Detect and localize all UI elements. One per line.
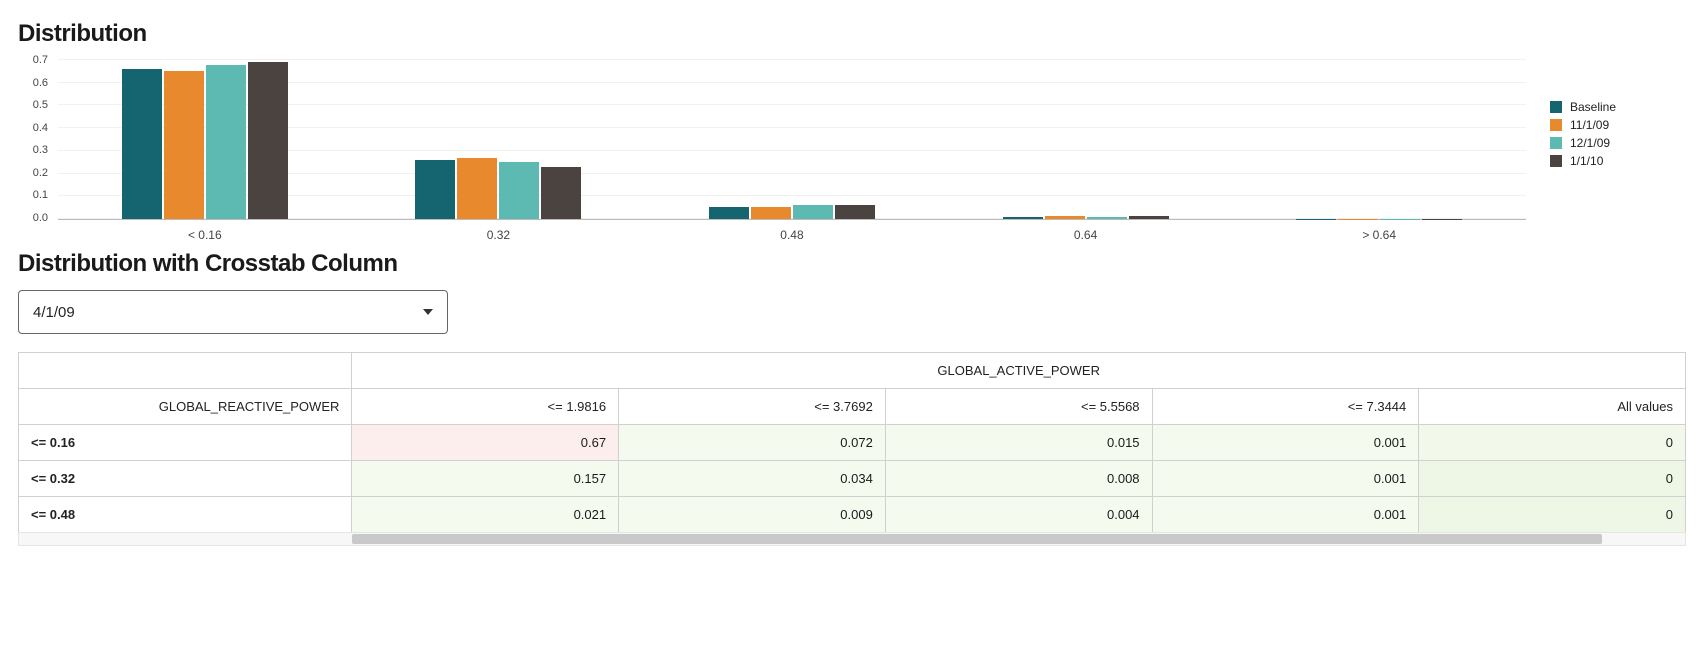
table-cell: 0.072 xyxy=(619,425,886,461)
table-row: <= 0.480.0210.0090.0040.0010 xyxy=(19,497,1686,533)
bar-group xyxy=(1232,60,1526,219)
x-axis: < 0.160.320.480.64> 0.64 xyxy=(58,220,1526,242)
bar[interactable] xyxy=(835,205,875,219)
table-cell: 0.001 xyxy=(1152,425,1419,461)
bar-group xyxy=(352,60,646,219)
bar[interactable] xyxy=(541,167,581,219)
table-cell: 0 xyxy=(1419,461,1686,497)
bar[interactable] xyxy=(206,65,246,219)
distribution-chart: 0.7 0.6 0.5 0.4 0.3 0.2 0.1 0.0 < 0.160.… xyxy=(18,60,1686,242)
bar[interactable] xyxy=(164,71,204,219)
legend-swatch-icon xyxy=(1550,101,1562,113)
bar[interactable] xyxy=(499,162,539,219)
legend-label: 12/1/09 xyxy=(1570,136,1610,150)
column-header[interactable]: <= 3.7692 xyxy=(619,389,886,425)
column-header[interactable]: All values xyxy=(1419,389,1686,425)
table-cell: 0.004 xyxy=(885,497,1152,533)
crosstab-heading: Distribution with Crosstab Column xyxy=(18,250,1686,278)
corner-cell xyxy=(19,353,352,389)
horizontal-scrollbar[interactable] xyxy=(18,532,1686,546)
plot-area xyxy=(58,60,1526,220)
legend-item: Baseline xyxy=(1550,100,1686,114)
row-header[interactable]: <= 0.16 xyxy=(19,425,352,461)
column-header[interactable]: <= 1.9816 xyxy=(352,389,619,425)
legend-label: 11/1/09 xyxy=(1570,118,1609,132)
table-cell: 0.67 xyxy=(352,425,619,461)
legend-label: Baseline xyxy=(1570,100,1616,114)
table-row: <= 0.160.670.0720.0150.0010 xyxy=(19,425,1686,461)
scrollbar-thumb[interactable] xyxy=(352,534,1602,544)
y-axis: 0.7 0.6 0.5 0.4 0.3 0.2 0.1 0.0 xyxy=(18,60,54,218)
crosstab-date-select[interactable]: 4/1/09 xyxy=(18,290,448,334)
bar-group xyxy=(939,60,1233,219)
bar[interactable] xyxy=(751,207,791,219)
column-spanner: GLOBAL_ACTIVE_POWER xyxy=(352,353,1686,389)
x-axis-label: > 0.64 xyxy=(1232,220,1526,242)
bar[interactable] xyxy=(709,207,749,219)
x-axis-label: 0.32 xyxy=(352,220,646,242)
bar[interactable] xyxy=(457,158,497,219)
legend-label: 1/1/10 xyxy=(1570,154,1603,168)
table-cell: 0.015 xyxy=(885,425,1152,461)
table-cell: 0 xyxy=(1419,425,1686,461)
table-cell: 0.009 xyxy=(619,497,886,533)
x-axis-label: 0.48 xyxy=(645,220,939,242)
table-cell: 0.157 xyxy=(352,461,619,497)
row-dimension-label: GLOBAL_REACTIVE_POWER xyxy=(19,389,352,425)
bar[interactable] xyxy=(122,69,162,219)
legend-swatch-icon xyxy=(1550,137,1562,149)
legend-item: 1/1/10 xyxy=(1550,154,1686,168)
bar[interactable] xyxy=(1045,216,1085,219)
table-cell: 0.021 xyxy=(352,497,619,533)
legend-item: 11/1/09 xyxy=(1550,118,1686,132)
x-axis-label: < 0.16 xyxy=(58,220,352,242)
x-axis-label: 0.64 xyxy=(939,220,1233,242)
row-header[interactable]: <= 0.32 xyxy=(19,461,352,497)
bar[interactable] xyxy=(1087,217,1127,219)
chart-legend: Baseline 11/1/09 12/1/09 1/1/10 xyxy=(1526,60,1686,172)
row-header[interactable]: <= 0.48 xyxy=(19,497,352,533)
bar-group xyxy=(58,60,352,219)
distribution-heading: Distribution xyxy=(18,20,1686,48)
table-cell: 0.001 xyxy=(1152,461,1419,497)
chevron-down-icon xyxy=(423,309,433,315)
table-cell: 0.034 xyxy=(619,461,886,497)
table-cell: 0.001 xyxy=(1152,497,1419,533)
select-value: 4/1/09 xyxy=(33,304,75,321)
bar[interactable] xyxy=(1003,217,1043,219)
bar[interactable] xyxy=(248,62,288,219)
bar[interactable] xyxy=(415,160,455,219)
table-cell: 0 xyxy=(1419,497,1686,533)
table-cell: 0.008 xyxy=(885,461,1152,497)
legend-swatch-icon xyxy=(1550,155,1562,167)
bar[interactable] xyxy=(1129,216,1169,219)
column-header[interactable]: <= 5.5568 xyxy=(885,389,1152,425)
table-row: <= 0.320.1570.0340.0080.0010 xyxy=(19,461,1686,497)
crosstab-table: GLOBAL_ACTIVE_POWER GLOBAL_REACTIVE_POWE… xyxy=(18,352,1686,533)
legend-item: 12/1/09 xyxy=(1550,136,1686,150)
column-header[interactable]: <= 7.3444 xyxy=(1152,389,1419,425)
bar-group xyxy=(645,60,939,219)
bar[interactable] xyxy=(793,205,833,219)
legend-swatch-icon xyxy=(1550,119,1562,131)
